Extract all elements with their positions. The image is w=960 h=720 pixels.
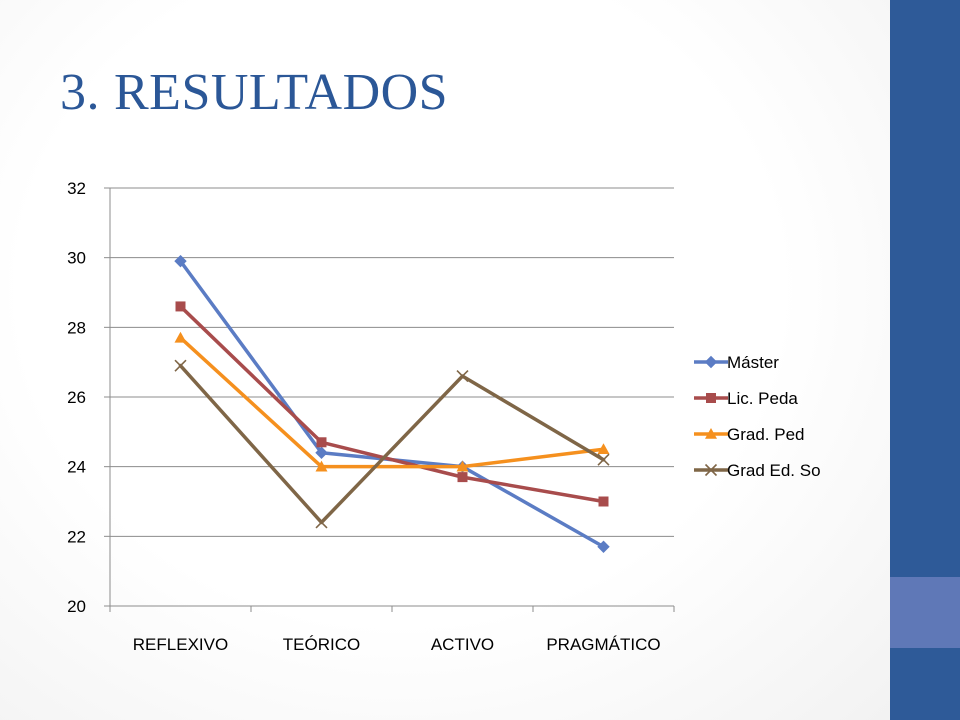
legend-item-grad-ped[interactable]: Grad. Ped (694, 425, 805, 444)
legend-swatch-marker (704, 355, 718, 369)
chart-series (174, 254, 610, 553)
x-tick-label: PRAGMÁTICO (546, 635, 660, 654)
data-point-lic-peda (598, 496, 609, 507)
data-point-lic-peda (316, 437, 327, 448)
y-tick-label: 22 (67, 527, 86, 546)
legend-swatch-marker (705, 428, 717, 439)
x-marker-stroke (456, 370, 469, 383)
series-line-lic-peda (178, 304, 606, 504)
data-point-grad-ed-so (174, 359, 187, 372)
y-tick-label: 32 (67, 179, 86, 198)
x-tick-label: REFLEXIVO (133, 635, 228, 654)
x-marker-stroke (704, 463, 718, 477)
legend-label: Grad. Ped (727, 425, 805, 444)
y-tick-label: 30 (67, 249, 86, 268)
x-marker-stroke (315, 516, 328, 529)
legend-item-grad-ed-so[interactable]: Grad Ed. So (694, 461, 821, 480)
y-tick-label: 20 (67, 597, 86, 616)
x-tick-label: ACTIVO (431, 635, 494, 654)
side-accent-block (890, 577, 960, 648)
chart-gridlines (110, 187, 674, 537)
legend-swatch-marker (706, 393, 716, 403)
data-point-m-ster (597, 540, 610, 553)
data-point-m-ster (315, 446, 328, 459)
data-point-grad-ped (315, 460, 328, 472)
chart-legend[interactable]: Máster Lic. Peda Grad. Ped Grad Ed. So (694, 353, 821, 480)
data-point-grad-ed-so (315, 516, 328, 529)
line-chart: 20 22 24 26 28 30 32 REFLEXIVO TEÓRICO ACTIVO PRA… (67, 179, 821, 654)
y-axis-tick-labels: 20 22 24 26 28 30 32 (67, 179, 86, 616)
x-tick-label: TEÓRICO (283, 635, 360, 654)
legend-label: Máster (727, 353, 779, 372)
legend-item-lic-peda[interactable]: Lic. Peda (694, 389, 798, 408)
data-point-m-ster (174, 254, 187, 268)
legend-label: Grad Ed. So (727, 461, 821, 480)
chart-axes (104, 187, 675, 612)
legend-label: Lic. Peda (727, 389, 798, 408)
slide-title-text: RESULTADOS (114, 64, 449, 121)
legend-swatch-marker (704, 463, 718, 477)
data-point-grad-ped (597, 443, 610, 455)
data-point-lic-peda (457, 472, 468, 483)
x-marker-stroke (174, 359, 187, 372)
x-marker-stroke (597, 453, 610, 466)
series-line-grad-ed-so (178, 363, 606, 525)
data-point-lic-peda (175, 301, 186, 312)
x-axis-tick-labels: REFLEXIVO TEÓRICO ACTIVO PRAGMÁTICO (133, 635, 661, 654)
slide-title: 3. RESULTADOS (60, 58, 448, 128)
slide-background (0, 0, 890, 720)
y-tick-label: 28 (67, 318, 86, 337)
series-line-m-ster (178, 259, 606, 549)
slide-title-number: 3. (60, 64, 100, 121)
legend-item-m-ster[interactable]: Máster (694, 353, 779, 372)
series-line-grad-ped (178, 336, 606, 469)
y-tick-label: 24 (67, 458, 86, 477)
data-point-grad-ped (456, 460, 469, 472)
data-point-grad-ped (174, 331, 187, 343)
y-tick-label: 26 (67, 388, 86, 407)
data-point-grad-ed-so (456, 370, 469, 383)
data-point-grad-ed-so (597, 453, 610, 466)
